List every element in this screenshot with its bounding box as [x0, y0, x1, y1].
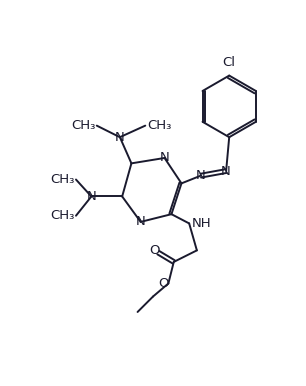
- Text: Cl: Cl: [223, 56, 236, 69]
- Text: N: N: [136, 215, 146, 229]
- Text: CH₃: CH₃: [147, 119, 171, 132]
- Text: N: N: [221, 164, 231, 178]
- Text: CH₃: CH₃: [50, 209, 74, 222]
- Text: O: O: [159, 277, 169, 290]
- Text: N: N: [87, 190, 96, 203]
- Text: CH₃: CH₃: [71, 119, 95, 132]
- Text: NH: NH: [192, 217, 212, 230]
- Text: CH₃: CH₃: [50, 173, 74, 186]
- Text: N: N: [115, 131, 125, 144]
- Text: N: N: [196, 169, 206, 182]
- Text: N: N: [160, 151, 170, 164]
- Text: O: O: [149, 244, 160, 257]
